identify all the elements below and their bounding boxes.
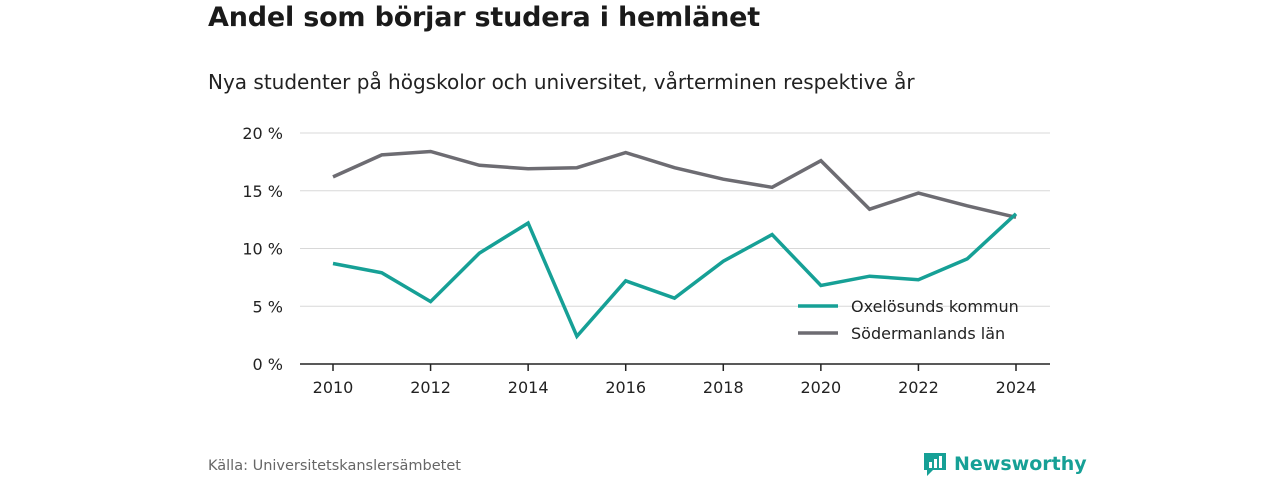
- legend-label: Oxelösunds kommun: [851, 297, 1019, 316]
- series-line-oxelosund: [332, 212, 1018, 340]
- source-note: Källa: Universitetskanslersämbetet: [208, 458, 461, 474]
- data-point: [868, 274, 872, 278]
- data-point: [624, 279, 628, 283]
- x-tick-label: 2022: [898, 378, 939, 397]
- y-tick-label: 20 %: [242, 124, 283, 143]
- data-point: [721, 259, 725, 263]
- x-tick-label: 2010: [313, 378, 354, 397]
- legend: Oxelösunds kommun Södermanlands län: [798, 297, 1019, 343]
- data-point: [819, 283, 823, 287]
- data-point: [965, 204, 969, 208]
- x-tick-label: 2016: [605, 378, 646, 397]
- data-point: [575, 334, 579, 338]
- data-point: [526, 221, 530, 225]
- data-point: [477, 251, 481, 255]
- brand-name: Newsworthy: [954, 453, 1087, 475]
- data-point: [673, 166, 677, 170]
- series-lines: [331, 149, 1018, 340]
- newsworthy-logo-icon: [924, 453, 946, 476]
- data-point: [331, 175, 335, 179]
- data-point: [916, 278, 920, 282]
- chart-subtitle: Nya studenter på högskolor och universit…: [208, 70, 915, 94]
- x-tick-label: 2018: [703, 378, 744, 397]
- data-point: [965, 257, 969, 261]
- x-tick-label: 2014: [508, 378, 549, 397]
- data-point: [380, 271, 384, 275]
- data-point: [429, 149, 433, 153]
- y-tick-label: 0 %: [253, 355, 283, 374]
- data-point: [575, 166, 579, 170]
- data-point: [331, 262, 335, 266]
- x-tick-label: 2020: [800, 378, 841, 397]
- x-tick-label: 2024: [996, 378, 1037, 397]
- chart-title: Andel som börjar studera i hemlänet: [208, 2, 760, 33]
- brand-logo: Newsworthy: [922, 450, 1087, 478]
- data-point: [916, 191, 920, 195]
- y-tick-label: 10 %: [242, 240, 283, 259]
- data-point: [770, 185, 774, 189]
- series-line-sodermanland: [332, 149, 1017, 220]
- data-point: [429, 300, 433, 304]
- gridlines: [300, 132, 1050, 307]
- data-point: [477, 163, 481, 167]
- data-point: [770, 233, 774, 237]
- data-point: [868, 207, 872, 211]
- data-point: [1014, 212, 1018, 216]
- y-tick-label: 5 %: [253, 297, 283, 316]
- x-axis: 2010 2012 2014 2016 2018 2020 2022 2024: [300, 363, 1050, 397]
- data-point: [624, 151, 628, 155]
- data-point: [819, 159, 823, 163]
- data-point: [673, 296, 677, 300]
- y-axis-tick-labels: 0 % 5 % 10 % 15 % 20 %: [242, 124, 283, 374]
- legend-label: Södermanlands län: [851, 324, 1005, 343]
- x-tick-label: 2012: [410, 378, 451, 397]
- data-point: [721, 177, 725, 181]
- data-point: [380, 153, 384, 157]
- data-point: [526, 167, 530, 171]
- y-tick-label: 15 %: [242, 182, 283, 201]
